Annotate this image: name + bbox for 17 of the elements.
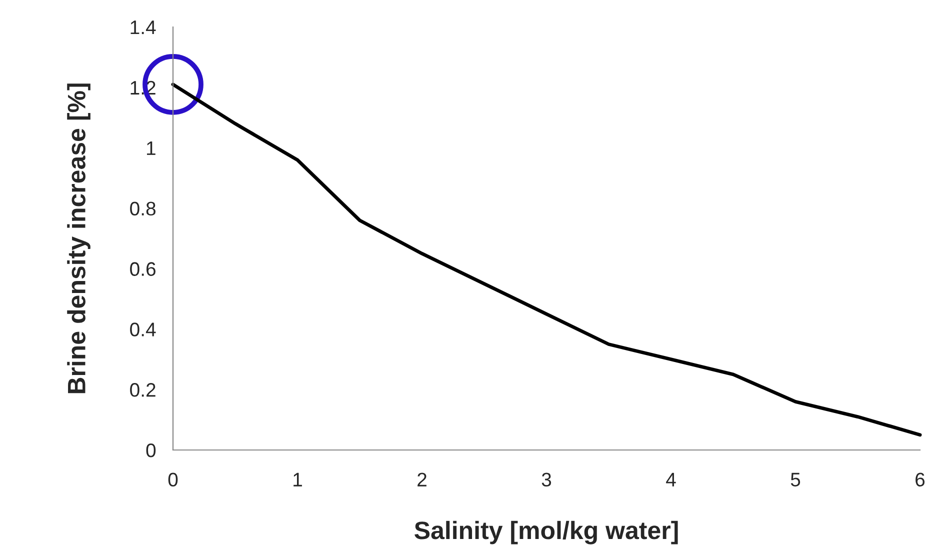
x-tick-label: 3 xyxy=(542,472,552,487)
y-tick-label: 0.2 xyxy=(130,383,156,397)
line-series xyxy=(171,82,922,437)
x-tick-label: 1 xyxy=(294,472,302,486)
y-axis-title: Brine density increase [%] xyxy=(67,84,90,394)
x-tick-label: 2 xyxy=(418,472,426,486)
x-tick-label: 4 xyxy=(666,472,676,486)
x-tick-label: 0 xyxy=(168,472,178,487)
y-tick-label: 1.4 xyxy=(130,20,156,34)
y-tick-label: 0 xyxy=(146,443,156,458)
y-tick-label: 0.6 xyxy=(130,262,156,276)
y-tick-label: 0.8 xyxy=(130,202,156,216)
x-tick-label: 6 xyxy=(916,472,925,487)
x-tick-label: 5 xyxy=(790,472,800,487)
x-axis-title: Salinity [mol/kg water] xyxy=(414,520,678,544)
y-tick-label: 0.4 xyxy=(130,322,156,336)
y-tick-label: 1 xyxy=(147,142,156,155)
